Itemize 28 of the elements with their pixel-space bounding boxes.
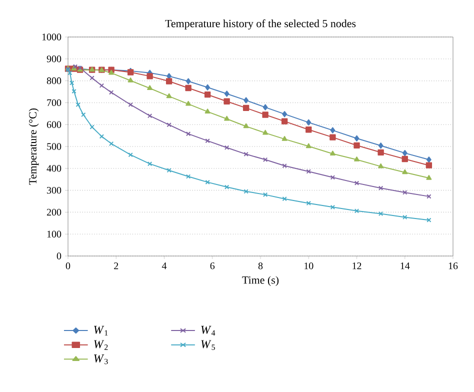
legend-label: W$_{5}$ <box>201 340 215 350</box>
legend-label: W$_{3}$ <box>94 354 108 364</box>
legend-label: W$_{4}$ <box>201 326 216 336</box>
x-tick-label: 14 <box>400 262 410 270</box>
x-tick-label: 4 <box>162 262 167 270</box>
y-tick-label: 1000 <box>42 34 62 40</box>
chart-title: Temperature history of the selected 5 nodes <box>165 19 356 30</box>
x-tick-label: 16 <box>448 262 458 270</box>
y-tick-label: 900 <box>46 56 62 62</box>
x-tick-label: 6 <box>210 262 215 270</box>
y-tick-label: 100 <box>47 230 62 238</box>
y-axis-title: Temperature (°C) <box>28 108 39 185</box>
y-tick-label: 0 <box>56 252 62 260</box>
y-tick-label: 500 <box>47 143 62 150</box>
x-tick-label: 0 <box>66 262 70 270</box>
legend-label: W$_{2}$ <box>94 340 108 350</box>
y-tick-label: 200 <box>46 208 62 216</box>
y-tick-label: 800 <box>46 77 62 84</box>
y-tick-label: 600 <box>46 121 62 128</box>
y-tick-label: 700 <box>47 99 62 106</box>
y-tick-label: 300 <box>47 186 62 194</box>
x-axis-title: Time (s) <box>242 276 279 286</box>
y-tick-label: 400 <box>46 165 62 172</box>
x-tick-label: 8 <box>258 262 263 270</box>
x-tick-label: 12 <box>352 262 362 270</box>
x-tick-label: 2 <box>114 262 118 270</box>
x-tick-label: 10 <box>304 262 314 270</box>
legend-label: W$_{1}$ <box>94 326 108 336</box>
